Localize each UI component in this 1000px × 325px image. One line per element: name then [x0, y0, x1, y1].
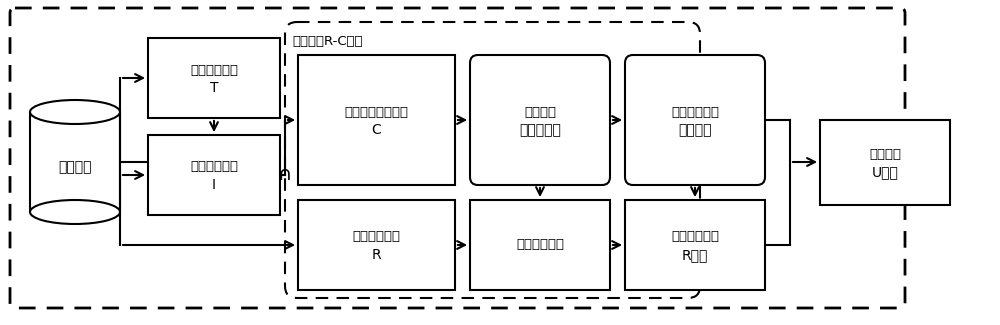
Bar [625, 200, 765, 290]
Text: 社交网络: 社交网络 [58, 160, 92, 174]
Text: 用户关系: 用户关系 [524, 106, 556, 119]
FancyBboxPatch shape [625, 55, 765, 185]
Bar [148, 135, 280, 215]
FancyBboxPatch shape [470, 55, 610, 185]
Ellipse shape [30, 100, 120, 124]
Text: 加权无向网络: 加权无向网络 [516, 239, 564, 252]
Text: 社区发现: 社区发现 [678, 123, 712, 137]
Text: T: T [210, 81, 218, 95]
Text: ∩: ∩ [278, 165, 292, 185]
Bar [470, 200, 610, 290]
Text: 用户关系兴趣集合: 用户关系兴趣集合 [344, 106, 409, 119]
Bar [148, 38, 280, 118]
Text: 相似度计算: 相似度计算 [519, 123, 561, 137]
Text: R: R [372, 248, 381, 262]
Text: 用户关系集合: 用户关系集合 [352, 230, 400, 243]
Text: 用户内容集合: 用户内容集合 [190, 63, 238, 76]
Text: U社区: U社区 [872, 165, 898, 179]
Text: C: C [372, 123, 381, 137]
Text: 加权无向网络: 加权无向网络 [671, 106, 719, 119]
Text: 用户兴趣集合: 用户兴趣集合 [190, 161, 238, 174]
Text: 用户关系社区: 用户关系社区 [671, 230, 719, 243]
Text: I: I [212, 178, 216, 192]
Bar [298, 55, 455, 185]
Text: R社区: R社区 [682, 248, 708, 262]
Bar [820, 120, 950, 205]
Bar [30, 112, 120, 212]
Text: 用户社区: 用户社区 [869, 148, 901, 161]
Ellipse shape [30, 200, 120, 224]
Bar [298, 200, 455, 290]
Text: 社交网络R-C模型: 社交网络R-C模型 [292, 35, 363, 48]
